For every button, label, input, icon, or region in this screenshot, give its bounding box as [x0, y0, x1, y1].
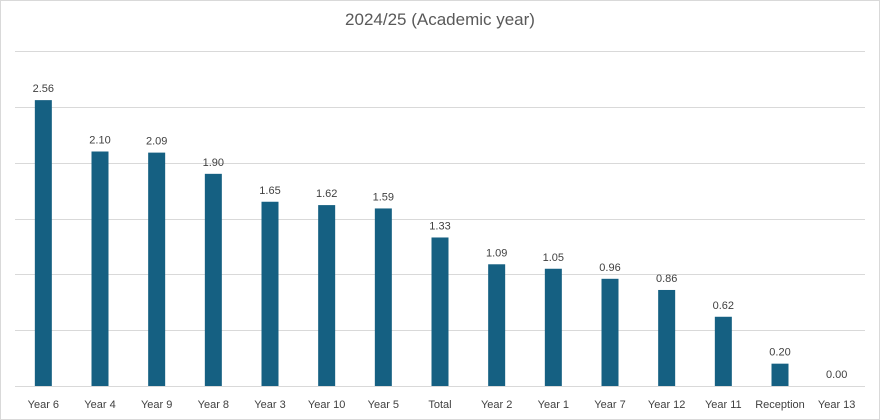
- x-tick-label: Year 5: [368, 399, 399, 411]
- bar: [148, 152, 166, 386]
- data-label: 1.90: [203, 157, 224, 169]
- label-layer: 2.56 Year 6 2.10 Year 4 2.09 Year 9 1.90 Year 8…: [28, 83, 856, 411]
- bar: [374, 208, 392, 386]
- x-tick-label: Year 11: [705, 399, 742, 411]
- x-tick-label: Year 3: [254, 399, 285, 411]
- data-label: 1.65: [259, 185, 280, 197]
- x-tick-label: Year 6: [28, 399, 59, 411]
- data-label: 2.09: [146, 136, 167, 148]
- data-label: 0.62: [713, 300, 734, 312]
- x-tick-label: Year 8: [198, 399, 229, 411]
- data-label: 1.09: [486, 247, 507, 259]
- bar-layer: [34, 100, 789, 386]
- bar: [488, 264, 506, 386]
- data-label: 1.59: [373, 191, 394, 203]
- x-tick-label: Year 2: [481, 399, 512, 411]
- data-label: 1.62: [316, 188, 337, 200]
- bar: [261, 201, 279, 386]
- x-tick-label: Year 12: [648, 399, 686, 411]
- bar: [318, 205, 336, 386]
- x-tick-label: Year 13: [818, 399, 856, 411]
- x-tick-label: Total: [428, 399, 451, 411]
- bar: [601, 278, 619, 386]
- bar: [431, 237, 449, 386]
- x-tick-label: Year 7: [594, 399, 625, 411]
- x-tick-label: Year 1: [538, 399, 569, 411]
- data-label: 1.33: [429, 220, 450, 232]
- bar: [771, 363, 789, 386]
- x-tick-label: Reception: [755, 399, 805, 411]
- bar: [34, 100, 52, 386]
- x-tick-label: Year 10: [308, 399, 346, 411]
- bar: [544, 268, 562, 386]
- bar: [91, 151, 109, 386]
- data-label: 2.10: [89, 135, 110, 147]
- data-label: 0.86: [656, 273, 677, 285]
- data-label: 0.20: [769, 347, 790, 359]
- data-label: 0.00: [826, 369, 847, 381]
- data-label: 0.96: [599, 262, 620, 274]
- x-tick-label: Year 9: [141, 399, 172, 411]
- chart-title: 2024/25 (Academic year): [345, 10, 535, 29]
- data-label: 1.05: [543, 252, 564, 264]
- bar: [204, 173, 222, 386]
- x-tick-label: Year 4: [84, 399, 115, 411]
- data-label: 2.56: [33, 83, 54, 95]
- bar: [658, 289, 676, 386]
- bar: [714, 316, 732, 386]
